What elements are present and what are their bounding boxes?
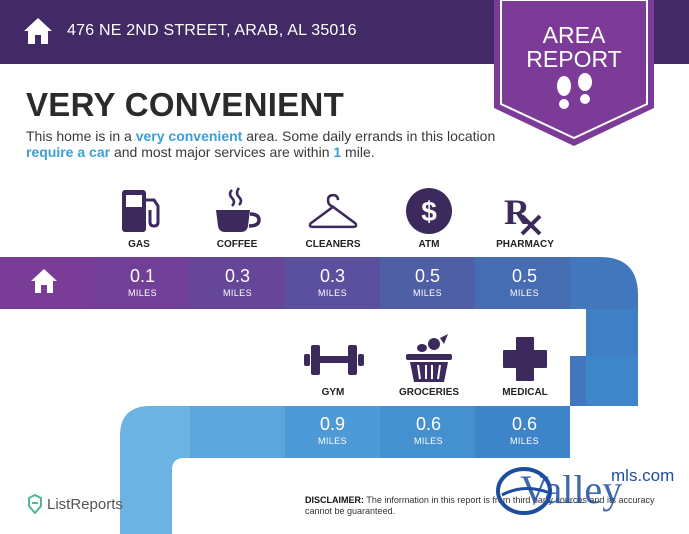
badge-line2: REPORT: [526, 46, 622, 72]
gas-label: GAS: [128, 239, 150, 250]
badge-line1: AREA: [542, 22, 606, 48]
medical-distance: 0.6: [511, 414, 538, 434]
cleaners-label: CLEANERS: [305, 239, 361, 250]
coffee-label: COFFEE: [216, 239, 258, 250]
pharmacy-unit: MILES: [509, 288, 539, 298]
gas-pump-icon: [122, 190, 160, 232]
gym-label: GYM: [321, 387, 345, 398]
listreports-logo-icon: [28, 494, 42, 514]
rx-icon: R: [504, 192, 542, 236]
medical-cross-icon: [503, 337, 547, 381]
medical-unit: MILES: [509, 436, 539, 446]
disclaimer: DISCLAIMER: The information in this repo…: [305, 495, 655, 516]
gas-unit: MILES: [127, 288, 157, 298]
atm-label: ATM: [418, 239, 440, 250]
home-icon: [24, 18, 52, 44]
page-title: VERY CONVENIENT: [26, 86, 345, 123]
coffee-distance: 0.3: [224, 266, 251, 286]
groceries-unit: MILES: [413, 436, 443, 446]
hanger-icon: [308, 193, 358, 229]
svg-text:$: $: [421, 196, 437, 227]
home-start-icon: [31, 269, 57, 293]
groceries-label: GROCERIES: [398, 387, 459, 398]
watermark-mls-text: mls.com: [611, 466, 675, 485]
medical-label: MEDICAL: [502, 387, 548, 398]
cleaners-distance: 0.3: [319, 266, 346, 286]
pharmacy-label: PHARMACY: [496, 239, 554, 250]
watermark-valley-text: Valley: [520, 467, 623, 512]
gym-unit: MILES: [317, 436, 347, 446]
area-report-badge: AREA REPORT: [494, 0, 654, 150]
svg-text:R: R: [504, 192, 531, 232]
dollar-icon: $: [406, 188, 452, 234]
gym-distance: 0.9: [319, 414, 346, 434]
dumbbell-icon: [304, 345, 364, 375]
groceries-distance: 0.6: [415, 414, 442, 434]
listreports-brand: ListReports: [47, 496, 123, 513]
cleaners-unit: MILES: [317, 288, 347, 298]
gas-distance: 0.1: [129, 266, 156, 286]
coffee-cup-icon: [216, 187, 261, 232]
atm-unit: MILES: [412, 288, 442, 298]
valley-watermark-logo: [496, 467, 552, 515]
coffee-unit: MILES: [222, 288, 252, 298]
grocery-basket-icon: [406, 334, 452, 382]
pharmacy-distance: 0.5: [511, 266, 538, 286]
atm-distance: 0.5: [414, 266, 441, 286]
description: This home is in a very convenient area. …: [26, 128, 496, 160]
address: 476 NE 2ND STREET, ARAB, AL 35016: [67, 22, 357, 39]
footsteps-icon: [557, 73, 592, 109]
